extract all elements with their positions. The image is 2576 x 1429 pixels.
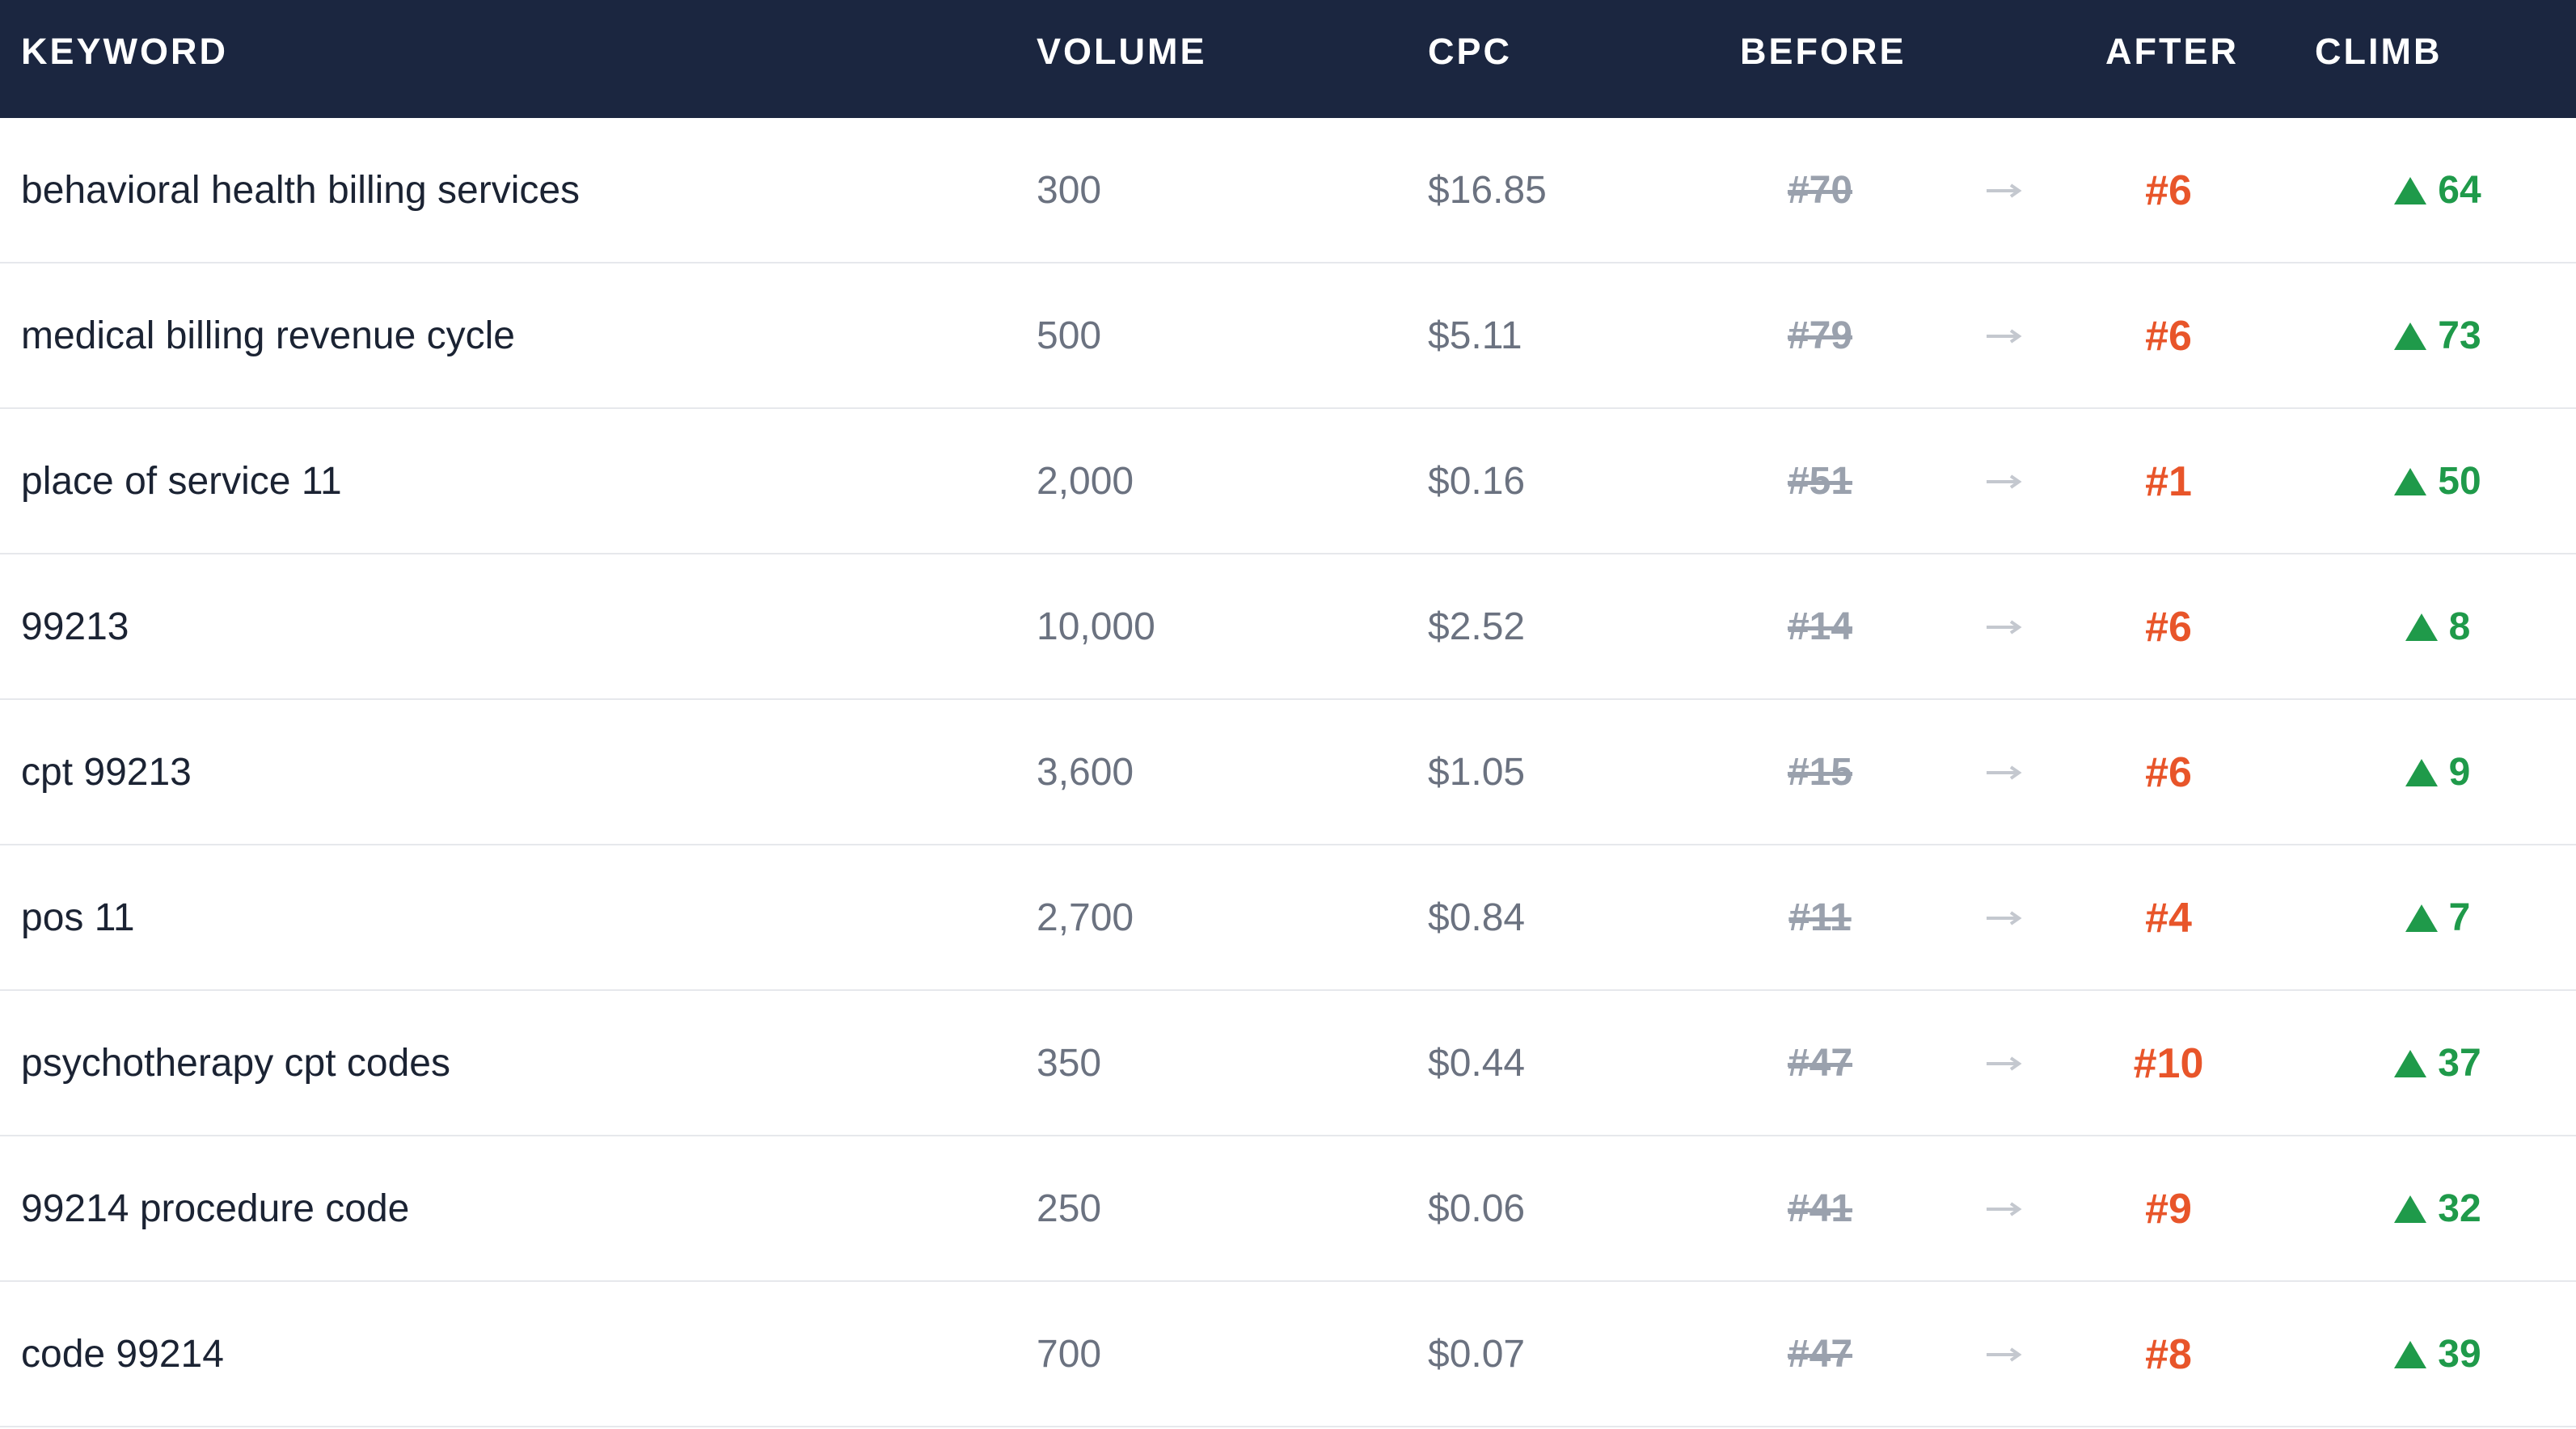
table-row: 99214 procedure code 250 $0.06 #41 #9 32: [0, 1136, 2576, 1282]
climb-value: 8: [2448, 605, 2471, 648]
header-cell: CLIMB: [2315, 31, 2443, 72]
up-triangle-icon: [2394, 468, 2427, 495]
climb-cell: 9: [2345, 700, 2531, 845]
keyword-cell: 99213: [21, 605, 129, 648]
climb-cell: 32: [2345, 1136, 2531, 1282]
arrow-icon: [1987, 1202, 2022, 1216]
after-rank: #6: [2145, 749, 2192, 796]
after-rank: #10: [2133, 1040, 2204, 1087]
before-rank: #14: [1787, 605, 1853, 648]
up-triangle-icon: [2394, 1050, 2427, 1077]
climb-cell: 8: [2345, 554, 2531, 700]
volume-cell: 250: [1037, 1187, 1102, 1230]
before-rank: #41: [1787, 1187, 1853, 1230]
cpc-cell: $0.84: [1428, 896, 1526, 939]
cpc-cell: $1.05: [1428, 751, 1526, 794]
volume-cell: 3,600: [1037, 751, 1134, 794]
up-triangle-icon: [2394, 1341, 2427, 1368]
table-row: medical billing revenue cycle 500 $5.11 #79…: [0, 263, 2576, 409]
header-cell: CPC: [1428, 31, 1513, 72]
arrow-icon: [1987, 1056, 2022, 1071]
volume-cell: 300: [1037, 169, 1102, 212]
cpc-cell: $0.07: [1428, 1333, 1526, 1376]
volume-cell: 700: [1037, 1333, 1102, 1376]
table-row: 99213 10,000 $2.52 #14 #6 8: [0, 554, 2576, 700]
volume-cell: 2,700: [1037, 896, 1134, 939]
cpc-cell: $0.44: [1428, 1042, 1526, 1085]
before-rank: #70: [1787, 169, 1853, 212]
after-rank: #9: [2145, 1186, 2192, 1233]
after-rank: #1: [2145, 458, 2192, 505]
up-triangle-icon: [2405, 904, 2438, 932]
keyword-cell: medical billing revenue cycle: [21, 314, 515, 357]
up-triangle-icon: [2405, 613, 2438, 641]
climb-cell: 7: [2345, 845, 2531, 991]
arrow-icon: [1987, 765, 2022, 780]
cpc-cell: $0.06: [1428, 1187, 1526, 1230]
after-rank: #6: [2145, 313, 2192, 360]
after-rank: #6: [2145, 604, 2192, 651]
before-rank: #11: [1788, 896, 1852, 939]
header-cell: BEFORE: [1740, 31, 1907, 72]
table-header: KEYWORD VOLUME CPC BEFORE AFTER CLIMB: [0, 0, 2576, 118]
volume-cell: 10,000: [1037, 605, 1155, 648]
before-rank: #47: [1787, 1042, 1853, 1085]
arrow-icon: [1987, 329, 2022, 344]
keyword-cell: 99214 procedure code: [21, 1187, 410, 1230]
keyword-cell: psychotherapy cpt codes: [21, 1042, 450, 1085]
cpc-cell: $16.85: [1428, 169, 1547, 212]
climb-value: 9: [2448, 751, 2471, 794]
after-rank: #6: [2145, 167, 2192, 214]
after-rank: #4: [2145, 895, 2192, 942]
keyword-cell: behavioral health billing services: [21, 169, 581, 212]
arrow-icon: [1987, 620, 2022, 634]
volume-cell: 350: [1037, 1042, 1102, 1085]
cpc-cell: $0.16: [1428, 460, 1526, 503]
climb-value: 64: [2438, 169, 2481, 212]
keyword-cell: place of service 11: [21, 460, 342, 503]
header-cell: AFTER: [2105, 31, 2239, 72]
table-row: pos 11 2,700 $0.84 #11 #4 7: [0, 845, 2576, 991]
up-triangle-icon: [2394, 177, 2427, 204]
climb-value: 50: [2438, 460, 2481, 503]
keyword-cell: cpt 99213: [21, 751, 192, 794]
climb-cell: 37: [2345, 991, 2531, 1136]
table-row: cpt 99213 3,600 $1.05 #15 #6 9: [0, 700, 2576, 845]
table-row: place of service 11 2,000 $0.16 #51 #1 50: [0, 409, 2576, 554]
after-rank: #8: [2145, 1331, 2192, 1378]
keyword-cell: pos 11: [21, 896, 135, 939]
cpc-cell: $5.11: [1428, 314, 1522, 357]
table-row: code 99214 700 $0.07 #47 #8 39: [0, 1282, 2576, 1427]
up-triangle-icon: [2394, 1195, 2427, 1223]
climb-cell: 64: [2345, 118, 2531, 263]
up-triangle-icon: [2405, 759, 2438, 786]
up-triangle-icon: [2394, 322, 2427, 350]
before-rank: #47: [1787, 1333, 1853, 1376]
cpc-cell: $2.52: [1428, 605, 1526, 648]
climb-value: 39: [2438, 1333, 2481, 1376]
climb-value: 73: [2438, 314, 2481, 357]
arrow-icon: [1987, 183, 2022, 198]
climb-value: 37: [2438, 1042, 2481, 1085]
header-cell: VOLUME: [1037, 31, 1207, 72]
volume-cell: 2,000: [1037, 460, 1134, 503]
before-rank: #51: [1787, 460, 1853, 503]
header-cell: KEYWORD: [21, 31, 228, 72]
volume-cell: 500: [1037, 314, 1102, 357]
keyword-cell: code 99214: [21, 1333, 224, 1376]
arrow-icon: [1987, 911, 2022, 925]
climb-value: 7: [2448, 896, 2471, 939]
arrow-icon: [1987, 1347, 2022, 1362]
table-row: behavioral health billing services 300 $16…: [0, 118, 2576, 263]
climb-cell: 39: [2345, 1282, 2531, 1427]
before-rank: #15: [1787, 751, 1853, 794]
before-rank: #79: [1787, 314, 1853, 357]
climb-cell: 73: [2345, 263, 2531, 409]
table-row: psychotherapy cpt codes 350 $0.44 #47 #10 37: [0, 991, 2576, 1136]
climb-value: 32: [2438, 1187, 2481, 1230]
arrow-icon: [1987, 474, 2022, 489]
climb-cell: 50: [2345, 409, 2531, 554]
